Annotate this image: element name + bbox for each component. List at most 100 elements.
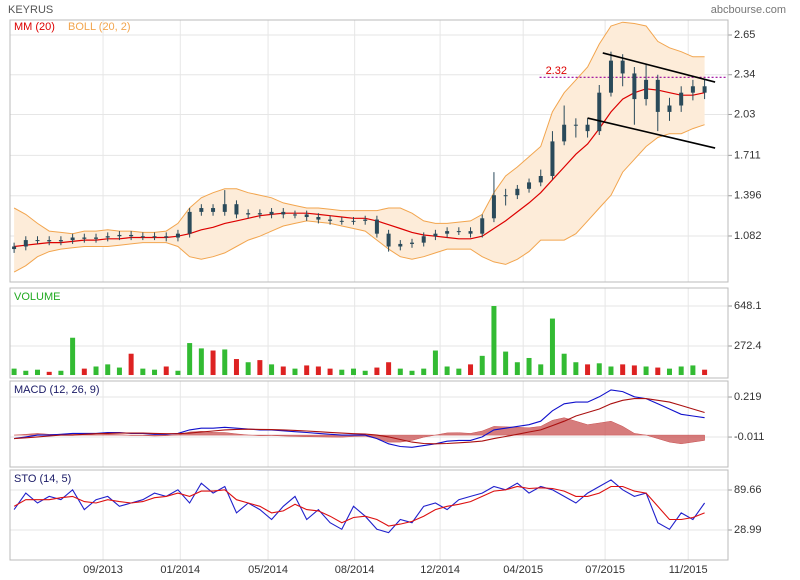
volume-bar — [257, 360, 263, 376]
indicator-line — [14, 398, 705, 445]
volume-bar — [222, 349, 228, 376]
y-tick-label: 1.711 — [734, 149, 761, 161]
volume-bar — [421, 368, 427, 376]
candle-body — [105, 236, 110, 238]
y-tick-label: 648.1 — [734, 300, 762, 312]
candle-body — [234, 204, 239, 215]
volume-bar — [81, 368, 87, 376]
candle-body — [281, 211, 286, 215]
panel-background — [10, 381, 728, 467]
boll-lower — [13, 124, 705, 273]
volume-bar — [573, 362, 579, 376]
volume-bar — [585, 364, 591, 376]
volume-bar — [245, 362, 251, 376]
candle-body — [632, 73, 637, 100]
x-tick-label: 09/2013 — [83, 564, 123, 576]
volume-bar — [70, 337, 76, 376]
candle-body — [23, 240, 28, 247]
volume-bar — [538, 364, 544, 376]
candle-body — [47, 240, 52, 242]
volume-bar — [479, 355, 485, 376]
y-tick-label: 28.99 — [734, 524, 762, 536]
candle-body — [292, 214, 297, 216]
x-tick-label: 12/2014 — [420, 564, 460, 576]
candle-body — [573, 124, 578, 126]
volume-bar — [503, 351, 509, 376]
volume-bar — [187, 343, 193, 376]
candle-body — [152, 236, 157, 238]
volume-bar — [327, 368, 333, 376]
panel-background — [10, 470, 728, 560]
panel-frame — [9, 380, 729, 468]
candle-body — [94, 237, 99, 239]
y-tick-label: 1.082 — [734, 230, 762, 242]
candle-body — [363, 219, 368, 221]
candle-body — [608, 60, 613, 93]
volume-bar — [93, 366, 99, 376]
trend-line — [602, 52, 716, 83]
candle-body — [679, 92, 684, 106]
volume-bar — [58, 370, 64, 376]
y-tick-label: 0.219 — [734, 391, 762, 403]
volume-bar — [140, 368, 146, 376]
y-tick-label: -0.011 — [734, 431, 764, 443]
candle-body — [421, 236, 426, 243]
volume-bar — [35, 369, 41, 376]
candle-body — [398, 243, 403, 247]
volume-bar — [233, 359, 239, 376]
boll-band-fill — [14, 22, 705, 273]
y-tick-label: 2.34 — [734, 69, 755, 81]
candle-body — [503, 195, 508, 197]
volume-bar — [397, 368, 403, 376]
candle-body — [12, 246, 17, 250]
volume-bar — [409, 370, 415, 376]
candle-body — [702, 86, 707, 93]
candle-body — [655, 79, 660, 112]
reference-label: 2.32 — [546, 65, 567, 77]
candle-body — [491, 195, 496, 219]
panel-title: STO (14, 5) — [14, 473, 71, 485]
stock-name: KEYRUS — [8, 4, 53, 16]
volume-bar — [655, 367, 661, 376]
volume-bar — [269, 364, 275, 376]
candle-body — [211, 208, 216, 212]
candle-body — [246, 213, 251, 215]
volume-bar — [46, 371, 52, 376]
volume-bar — [116, 367, 122, 376]
candle-body — [410, 242, 415, 244]
candle-body — [585, 124, 590, 132]
panel-frame — [9, 287, 729, 379]
x-tick-label: 08/2014 — [335, 564, 375, 576]
panel-frame — [9, 469, 729, 561]
volume-bar — [386, 362, 392, 376]
x-tick-label: 05/2014 — [248, 564, 288, 576]
volume-bar — [362, 370, 368, 376]
candle-body — [164, 236, 169, 238]
volume-bar — [210, 350, 216, 376]
x-tick-label: 11/2015 — [669, 564, 708, 576]
candle-body — [445, 231, 450, 234]
candle-body — [70, 237, 75, 241]
volume-bar — [105, 364, 111, 376]
volume-bar — [643, 366, 649, 376]
volume-bar — [374, 367, 380, 376]
volume-bar — [678, 366, 684, 376]
candle-body — [316, 217, 321, 220]
candle-body — [187, 211, 192, 234]
candle-body — [690, 86, 695, 93]
candle-body — [328, 219, 333, 221]
candle-body — [667, 105, 672, 112]
candle-body — [82, 237, 87, 239]
volume-bar — [339, 369, 345, 376]
candle-body — [456, 231, 461, 233]
candle-body — [468, 231, 473, 234]
candle-body — [129, 234, 134, 237]
volume-bar — [350, 368, 356, 376]
volume-bar — [198, 348, 204, 376]
trend-line — [587, 117, 716, 149]
source: abcbourse.com — [711, 4, 786, 16]
candle-body — [597, 92, 602, 132]
candle-body — [515, 188, 520, 196]
volume-bar — [11, 368, 17, 376]
candle-body — [562, 124, 567, 142]
